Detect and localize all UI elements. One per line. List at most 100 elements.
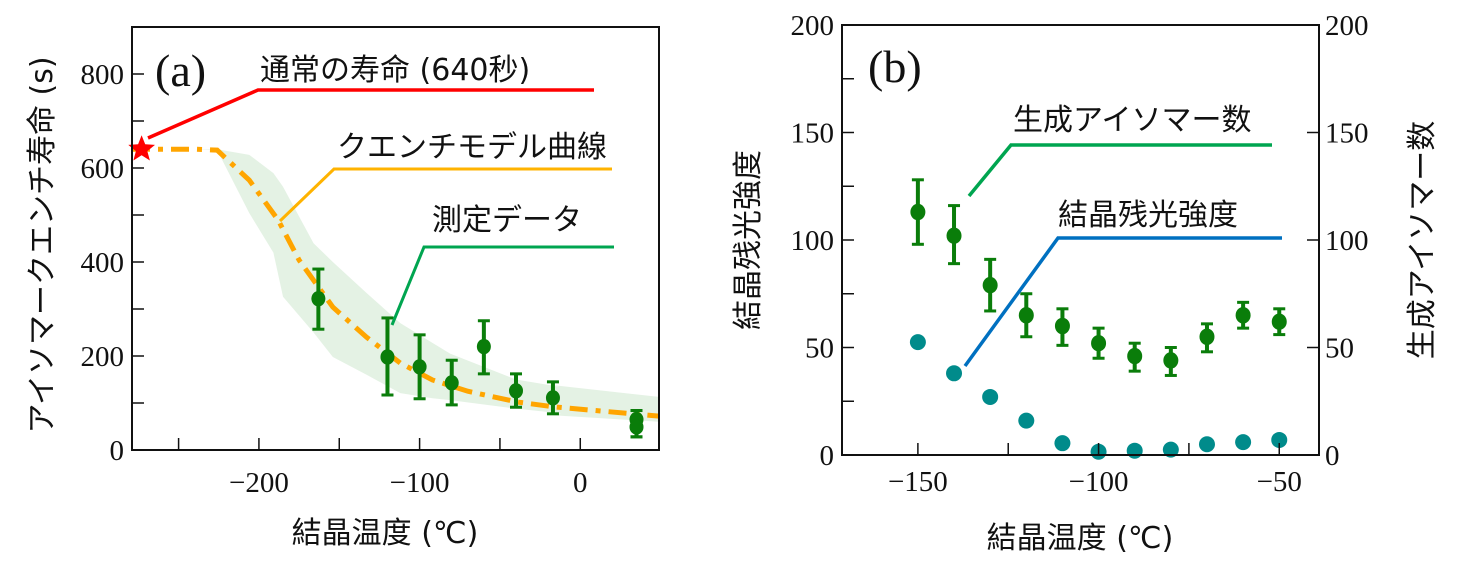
measured-data-point xyxy=(509,372,524,409)
b-y-axis-title-right: 生成アイソマー数 xyxy=(1405,121,1440,360)
afterglow-point xyxy=(1126,442,1143,459)
y-tick-label-right: 200 xyxy=(1325,10,1369,42)
y-tick-label-left: 100 xyxy=(791,225,835,257)
data-point xyxy=(910,203,926,221)
a-model-curve-group xyxy=(132,146,660,419)
y-tick-label-right: 0 xyxy=(1325,440,1340,472)
x-tick-label: −100 xyxy=(1069,466,1129,498)
data-point xyxy=(444,375,459,391)
b-axis-ticks: −150 −100 −50 0 0 50 50 100 100 150 150 200 200 xyxy=(791,10,1369,498)
data-point xyxy=(1271,313,1287,330)
data-point xyxy=(1127,347,1143,365)
afterglow-point xyxy=(1235,434,1252,451)
b-annotation-isomer-count: 生成アイソマー数 xyxy=(1013,103,1252,138)
data-point xyxy=(380,349,395,365)
callout-line-measured-data xyxy=(390,245,614,326)
b-annotation-afterglow: 結晶残光強度 xyxy=(1058,198,1238,233)
afterglow-point xyxy=(909,334,926,351)
a-annotation-quench-model: クエンチモデル曲線 xyxy=(337,130,607,165)
a-measured-data-group xyxy=(311,267,644,439)
data-point xyxy=(412,359,427,375)
quench-model-curve xyxy=(132,146,660,419)
isomer-count-point xyxy=(1054,307,1070,347)
y-tick-label-left: 0 xyxy=(820,440,835,472)
data-point xyxy=(509,383,524,399)
data-point xyxy=(545,390,560,406)
model-uncertainty-band xyxy=(194,149,659,422)
data-point xyxy=(1199,328,1215,345)
b-isomer-count-group xyxy=(910,178,1287,377)
measured-data-point xyxy=(476,319,491,376)
afterglow-point xyxy=(1198,436,1215,453)
afterglow-point xyxy=(1018,412,1035,429)
data-point xyxy=(476,338,491,355)
b-y-axis-title-left: 結晶残光強度 xyxy=(731,150,766,330)
data-point xyxy=(1091,334,1107,352)
data-point xyxy=(1018,307,1034,324)
panel-a: −200 −100 0 0 200 400 600 800 (a) 結晶温度 (℃) アイソマ… xyxy=(25,26,660,551)
afterglow-point xyxy=(1271,431,1288,448)
data-point xyxy=(946,227,962,244)
y-tick-label: 800 xyxy=(81,59,125,91)
a-plot-frame xyxy=(131,26,660,451)
callout-line-isomer-count xyxy=(967,143,1272,198)
afterglow-point xyxy=(946,365,963,382)
isomer-count-point xyxy=(1271,307,1287,337)
measured-data-point xyxy=(629,409,644,439)
b-panel-label: (b) xyxy=(868,41,922,92)
x-tick-label: −150 xyxy=(888,466,948,498)
y-tick-label: 400 xyxy=(81,247,125,279)
callout-line-quench-model xyxy=(278,167,612,223)
afterglow-point xyxy=(1054,435,1071,452)
b-x-axis-title: 結晶温度 (℃) xyxy=(987,521,1174,556)
measured-data-point xyxy=(311,267,326,331)
x-tick-label: −100 xyxy=(390,467,450,499)
data-point xyxy=(1235,307,1251,324)
isomer-count-point xyxy=(1127,341,1143,373)
isomer-count-point xyxy=(1091,326,1107,360)
data-point xyxy=(311,290,326,307)
y-tick-label: 200 xyxy=(81,341,125,373)
data-point xyxy=(1054,317,1070,335)
a-axis-ticks: −200 −100 0 0 200 400 600 800 xyxy=(81,59,588,499)
isomer-count-point xyxy=(1018,292,1034,339)
normal-lifetime-star xyxy=(128,135,155,161)
isomer-count-point xyxy=(1235,300,1251,330)
measured-data-point xyxy=(380,316,395,397)
measured-data-point xyxy=(444,358,459,407)
callout-line-afterglow xyxy=(963,236,1282,368)
y-tick-label-left: 50 xyxy=(805,333,834,365)
a-annotation-measured-data: 測定データ xyxy=(432,203,582,238)
isomer-count-point xyxy=(982,257,998,313)
isomer-count-point xyxy=(946,204,962,266)
y-tick-label-left: 150 xyxy=(791,118,835,150)
y-tick-label-left: 200 xyxy=(791,10,835,42)
y-tick-label-right: 150 xyxy=(1325,118,1369,150)
afterglow-point xyxy=(982,388,999,405)
x-tick-label: 0 xyxy=(573,467,588,499)
a-panel-label: (a) xyxy=(155,45,206,96)
data-point xyxy=(982,276,998,294)
a-x-axis-title: 結晶温度 (℃) xyxy=(292,516,479,551)
y-tick-label-right: 100 xyxy=(1325,225,1369,257)
afterglow-point xyxy=(1162,441,1179,458)
measured-data-point xyxy=(545,380,560,416)
a-normal-lifetime-star-group xyxy=(128,135,155,161)
isomer-count-point xyxy=(1163,346,1179,377)
x-tick-label: −50 xyxy=(1257,466,1302,498)
isomer-count-point xyxy=(1199,322,1215,354)
data-point xyxy=(629,419,644,435)
callout-line-normal-lifetime xyxy=(147,88,594,140)
a-model-band xyxy=(194,149,659,422)
measured-data-point xyxy=(412,333,427,401)
y-tick-label: 0 xyxy=(110,435,125,467)
a-callouts xyxy=(147,88,614,326)
a-annotation-normal-lifetime: 通常の寿命 (640秒) xyxy=(260,53,530,88)
isomer-count-point xyxy=(910,178,926,246)
y-tick-label: 600 xyxy=(81,153,125,185)
a-y-axis-title: アイソマークエンチ寿命 (s) xyxy=(25,56,60,433)
x-tick-label: −200 xyxy=(229,467,289,499)
b-callouts xyxy=(963,143,1282,368)
